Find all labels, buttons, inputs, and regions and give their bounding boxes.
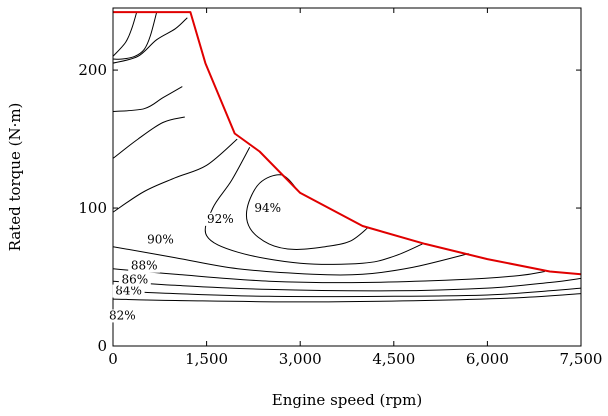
axis-ticks: 0 1,500 3,000 4,500 6,000 7,500 0 100 200 bbox=[78, 8, 602, 368]
contour-label: 88% bbox=[131, 259, 158, 273]
contour-label: 82% bbox=[109, 308, 136, 322]
x-tick-label: 4,500 bbox=[372, 350, 415, 368]
y-tick-label: 100 bbox=[78, 199, 107, 217]
x-tick-label: 0 bbox=[108, 350, 118, 368]
contour-label-bg bbox=[118, 273, 151, 287]
y-tick-label: 200 bbox=[78, 61, 107, 79]
contour-label-bg bbox=[106, 309, 139, 323]
contour-line bbox=[113, 11, 138, 57]
contour-label-bg bbox=[251, 201, 284, 215]
contour-line bbox=[245, 174, 369, 250]
contour-label: 94% bbox=[254, 201, 281, 215]
contour-line bbox=[204, 147, 423, 265]
contour-line bbox=[113, 268, 545, 284]
contour-label: 86% bbox=[122, 273, 149, 287]
contour-label-bg bbox=[128, 259, 161, 273]
contour-line bbox=[113, 86, 183, 112]
contour-label-bg bbox=[112, 284, 145, 298]
contour-label-bg bbox=[144, 233, 177, 247]
contour-line bbox=[113, 17, 188, 64]
contour-line bbox=[113, 293, 581, 303]
y-tick-label: 0 bbox=[97, 337, 107, 355]
contour-line bbox=[113, 287, 581, 298]
contour-label: 84% bbox=[115, 284, 142, 298]
contour-label-bg bbox=[204, 212, 237, 226]
y-axis-label: Rated torque (N·m) bbox=[6, 103, 24, 252]
x-tick-label: 3,000 bbox=[279, 350, 322, 368]
x-tick-label: 7,500 bbox=[560, 350, 603, 368]
x-axis-label: Engine speed (rpm) bbox=[272, 391, 422, 409]
contour-labels: 82% 84%86%88% 90% 92% 94% bbox=[106, 201, 284, 323]
contour-line bbox=[113, 246, 469, 276]
contour-lines bbox=[113, 11, 581, 303]
x-tick-label: 1,500 bbox=[185, 350, 228, 368]
contour-line bbox=[113, 277, 581, 292]
contour-line bbox=[113, 138, 238, 213]
contour-label: 90% bbox=[147, 233, 174, 247]
x-tick-label: 6,000 bbox=[466, 350, 509, 368]
contour-line bbox=[113, 116, 185, 159]
contour-line bbox=[113, 11, 158, 60]
max-torque-line bbox=[113, 11, 582, 276]
max-torque-boundary bbox=[113, 11, 582, 276]
plot-frame bbox=[112, 7, 582, 347]
contour-label: 92% bbox=[207, 212, 234, 226]
